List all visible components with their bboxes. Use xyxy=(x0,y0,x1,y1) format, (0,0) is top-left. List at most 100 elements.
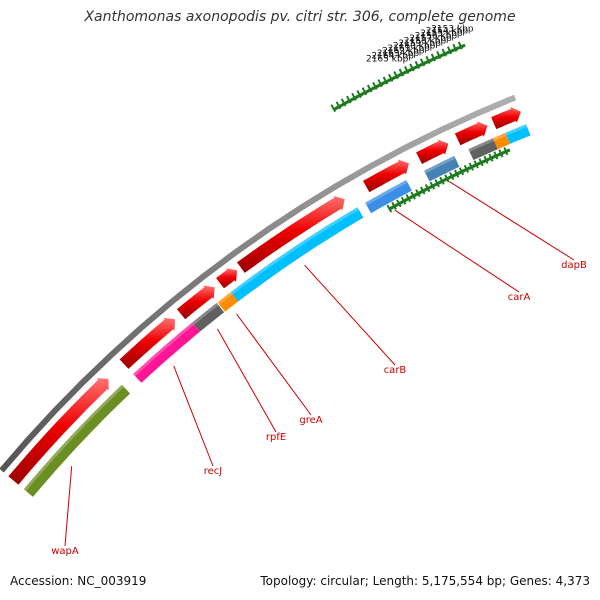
minor-tick xyxy=(430,184,434,189)
gene-label-carB[interactable]: carB xyxy=(384,365,407,376)
scale-label: 2163 kbp xyxy=(377,49,420,59)
minor-tick xyxy=(462,43,466,48)
minor-tick xyxy=(396,202,400,207)
minor-tick xyxy=(470,164,475,169)
minor-tick xyxy=(427,186,431,190)
minor-tick xyxy=(359,93,363,97)
minor-tick xyxy=(501,151,505,155)
minor-tick xyxy=(424,60,429,65)
minor-tick xyxy=(441,53,445,57)
reverse-gene-band xyxy=(23,384,131,497)
gene-label-dapB[interactable]: dapB xyxy=(561,260,587,271)
major-tick xyxy=(503,147,509,156)
minor-tick xyxy=(382,81,386,85)
minor-tick xyxy=(401,199,405,204)
minor-tick xyxy=(451,48,455,52)
minor-tick xyxy=(425,187,429,191)
major-tick xyxy=(335,101,342,110)
minor-tick xyxy=(367,88,371,93)
minor-tick xyxy=(486,157,490,162)
minor-tick xyxy=(497,152,501,157)
gene-label-leader xyxy=(236,313,312,416)
minor-tick xyxy=(432,183,436,188)
minor-tick xyxy=(496,153,500,157)
figure-title: Xanthomonas axonopodis pv. citri str. 30… xyxy=(84,9,516,25)
minor-tick xyxy=(475,162,479,167)
gene-label-wapA[interactable]: wapA xyxy=(51,546,79,557)
minor-tick xyxy=(448,175,452,180)
minor-tick xyxy=(390,76,395,81)
minor-tick xyxy=(498,152,502,156)
minor-tick xyxy=(399,200,403,205)
minor-tick xyxy=(380,82,384,86)
minor-tick xyxy=(401,71,405,76)
minor-tick xyxy=(491,155,495,160)
inner-tick-ring xyxy=(386,147,511,213)
minor-tick xyxy=(341,102,345,107)
scale-label: 2161 kbp xyxy=(387,44,430,54)
major-tick xyxy=(420,186,426,195)
minor-tick xyxy=(410,194,414,199)
gene-label-carA[interactable]: carA xyxy=(508,292,531,303)
reverse-gene-band xyxy=(217,292,239,312)
major-tick xyxy=(429,181,436,190)
major-tick xyxy=(340,98,347,107)
minor-tick xyxy=(388,77,392,82)
major-tick xyxy=(400,196,407,205)
reverse-gene-band xyxy=(468,138,498,161)
minor-tick xyxy=(346,99,351,104)
major-tick xyxy=(361,87,368,96)
forward-strand-genes xyxy=(8,106,521,485)
major-tick xyxy=(493,151,499,160)
minor-tick xyxy=(422,61,426,66)
minor-tick xyxy=(409,195,414,199)
minor-tick xyxy=(466,166,471,171)
gene-label-leader xyxy=(64,466,73,547)
minor-tick xyxy=(412,66,416,71)
minor-tick xyxy=(438,54,442,58)
major-tick xyxy=(452,43,458,52)
minor-tick xyxy=(385,79,389,84)
minor-tick xyxy=(354,95,358,100)
gene-label-rpfE[interactable]: rpfE xyxy=(266,432,286,443)
minor-tick xyxy=(420,62,424,67)
major-tick xyxy=(430,53,436,62)
major-tick xyxy=(439,176,445,185)
major-tick xyxy=(425,55,431,65)
major-tick xyxy=(372,81,378,90)
scale-label: 2157 kbp xyxy=(409,34,452,44)
reverse-gene-highlight xyxy=(365,180,408,206)
minor-tick xyxy=(345,100,350,104)
reverse-gene-highlight xyxy=(192,302,219,325)
major-tick xyxy=(434,179,440,188)
minor-tick xyxy=(444,51,448,56)
major-tick xyxy=(498,149,504,158)
gene-label-greA[interactable]: greA xyxy=(299,415,322,426)
minor-tick xyxy=(438,180,442,184)
minor-tick xyxy=(495,153,499,158)
major-tick xyxy=(446,46,453,55)
minor-tick xyxy=(365,89,369,94)
minor-tick xyxy=(418,190,422,195)
minor-tick xyxy=(485,158,489,162)
major-tick xyxy=(441,48,447,57)
minor-tick xyxy=(339,103,343,108)
minor-tick xyxy=(381,81,385,86)
minor-tick xyxy=(439,53,444,58)
minor-tick xyxy=(391,76,396,80)
minor-tick xyxy=(348,98,353,103)
minor-tick xyxy=(376,84,380,88)
minor-tick xyxy=(420,189,424,194)
major-tick xyxy=(457,41,463,50)
minor-tick xyxy=(429,58,433,63)
gene-label-recJ[interactable]: recJ xyxy=(204,466,223,477)
minor-tick xyxy=(406,69,410,73)
major-tick xyxy=(405,194,412,203)
reverse-gene-highlight xyxy=(505,124,528,136)
forward-gene-arrow xyxy=(363,159,409,193)
minor-tick xyxy=(462,168,466,173)
scale-label: 2155 kbp xyxy=(420,29,463,39)
minor-tick xyxy=(377,83,381,88)
minor-tick xyxy=(362,91,366,95)
